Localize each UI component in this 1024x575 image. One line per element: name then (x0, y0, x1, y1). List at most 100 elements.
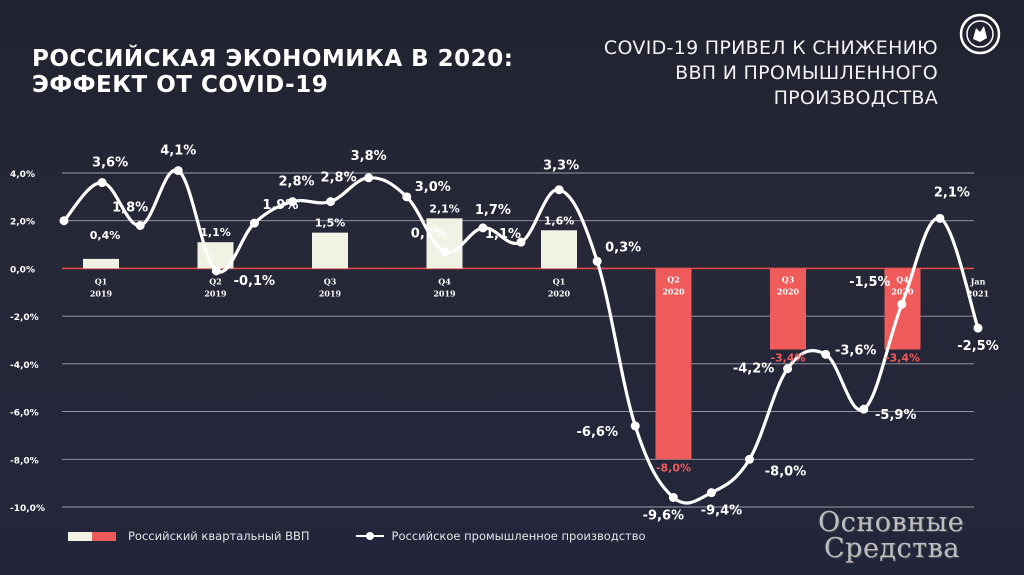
industry-value-label: 2,8% (278, 175, 314, 190)
industry-point (211, 266, 221, 276)
chart-legend: Российский квартальный ВВП Российское пр… (68, 526, 646, 546)
gdp-bar (426, 218, 463, 269)
y-tick-label: -8,0% (10, 456, 39, 466)
industry-point (706, 488, 716, 498)
end-category-month: Jan (970, 276, 986, 286)
legend-swatch-negative (92, 531, 116, 541)
page-subtitle: COVID-19 ПРИВЕЛ К СНИЖЕНИЮ ВВП И ПРОМЫШЛ… (518, 36, 938, 111)
industry-value-label: -9,4% (701, 504, 742, 519)
watermark-line-1: Основные (818, 507, 965, 538)
bar-category-quarter: Q1 (553, 276, 566, 286)
industry-value-label: -1,5% (849, 275, 890, 290)
bar-category-quarter: Q2 (209, 276, 222, 286)
industry-value-label: -3,6% (835, 343, 876, 358)
industry-point (973, 323, 983, 333)
y-tick-label: -4,0% (10, 361, 39, 371)
gdp-bar-value-label: 1,5% (315, 217, 346, 230)
gdp-bar (312, 232, 348, 269)
y-tick-label: -10,0% (10, 504, 45, 514)
industry-value-label: 2,1% (934, 185, 970, 200)
gdp-bar (541, 230, 577, 269)
griffin-emblem-icon (959, 13, 1001, 55)
industry-point (897, 299, 907, 309)
industry-point (859, 404, 869, 414)
line-layer (59, 166, 983, 505)
industry-value-label: -5,9% (875, 408, 916, 423)
bar-category-year: 2019 (90, 288, 113, 298)
subtitle-line-1: COVID-19 ПРИВЕЛ К СНИЖЕНИЮ (603, 37, 938, 59)
industry-value-label: -2,5% (957, 339, 998, 354)
watermark: Основные Средства (818, 507, 1018, 562)
legend-swatch-positive (68, 531, 92, 541)
industry-point (97, 178, 107, 188)
industry-value-label: 4,1% (160, 144, 196, 159)
y-tick-label: 0,0% (10, 265, 35, 275)
title-line-2: ЭФФЕКТ ОТ COVID-19 (32, 72, 329, 98)
gdp-bar-value-label: 0,4% (90, 229, 121, 242)
gdp-bar (83, 258, 119, 269)
bar-category-quarter: Q3 (324, 276, 337, 286)
industry-value-label: -6,6% (577, 425, 618, 440)
industry-point (249, 218, 259, 228)
industry-point (59, 216, 69, 226)
bar-category-quarter: Q2 (667, 274, 680, 284)
industry-value-label: 0,3% (605, 240, 641, 255)
gdp-bar-value-label: 1,1% (200, 226, 231, 239)
industry-point (935, 213, 945, 223)
legend-label-industry: Российское промышленное производство (391, 529, 646, 543)
industry-point (668, 492, 678, 502)
subtitle-line-3: ПРОИЗВОДСТВА (773, 87, 938, 109)
bar-category-quarter: Q3 (782, 274, 795, 284)
gdp-bar (770, 268, 806, 350)
y-tick-label: 2,0% (10, 218, 35, 228)
industry-value-label: 1,8% (112, 200, 148, 215)
industry-value-label: 1,7% (475, 203, 511, 218)
bar-category-year: 2019 (204, 288, 227, 298)
gdp-bar-value-label: 1,6% (544, 214, 575, 227)
bar-category-quarter: Q4 (438, 276, 451, 286)
industry-point (516, 237, 526, 247)
gdp-bar-value-label: -3,4% (885, 352, 920, 365)
bar-layer (83, 218, 921, 460)
legend-line-marker (355, 532, 384, 540)
gdp-bar-value-label: -3,4% (770, 352, 805, 365)
industry-point (173, 166, 183, 176)
industry-point (288, 197, 297, 207)
gdp-bar-value-label: 2,1% (429, 202, 460, 215)
title-line-1: РОССИЙСКАЯ ЭКОНОМИКА В 2020: (32, 46, 514, 72)
industry-value-label: 3,3% (543, 159, 579, 174)
industry-point (440, 247, 450, 257)
industry-point (135, 220, 145, 230)
industry-value-label: -0,1% (234, 274, 275, 289)
industry-point (592, 256, 602, 266)
legend-label-gdp: Российский квартальный ВВП (128, 529, 310, 543)
bar-category-quarter: Q4 (896, 274, 909, 284)
industry-value-label: 1,9% (262, 198, 298, 213)
industry-point (364, 173, 374, 183)
subtitle-line-2: ВВП И ПРОМЫШЛЕННОГО (675, 62, 938, 84)
industry-point (783, 364, 793, 374)
y-tick-label: -2,0% (10, 313, 39, 323)
y-tick-label: -6,0% (10, 409, 39, 419)
bar-category-year: 2019 (319, 288, 342, 298)
bar-category-year: 2020 (777, 286, 800, 296)
industry-value-label: 2,8% (321, 171, 357, 186)
industry-point (821, 349, 831, 359)
grid-layer: 4,0% 2,0% 0,0% -2,0% -4,0% -6,0% -8,0% -10,0% (10, 170, 974, 514)
industry-value-label: 0,7% (411, 227, 447, 242)
bar-category-year: 2020 (662, 286, 685, 296)
industry-point (554, 185, 564, 195)
industry-value-label: -9,6% (643, 508, 684, 523)
industry-value-label: 1,1% (485, 227, 521, 242)
industry-point (402, 192, 412, 202)
page-title: РОССИЙСКАЯ ЭКОНОМИКА В 2020: ЭФФЕКТ ОТ C… (32, 46, 513, 98)
bar-category-year: 2019 (433, 288, 456, 298)
industry-point (326, 197, 336, 207)
industry-value-label: 3,6% (92, 156, 128, 171)
industry-value-label: 3,0% (415, 180, 451, 195)
industry-line (62, 168, 980, 505)
y-tick-label: 4,0% (10, 170, 35, 180)
bar-category-year: 2020 (891, 286, 914, 296)
